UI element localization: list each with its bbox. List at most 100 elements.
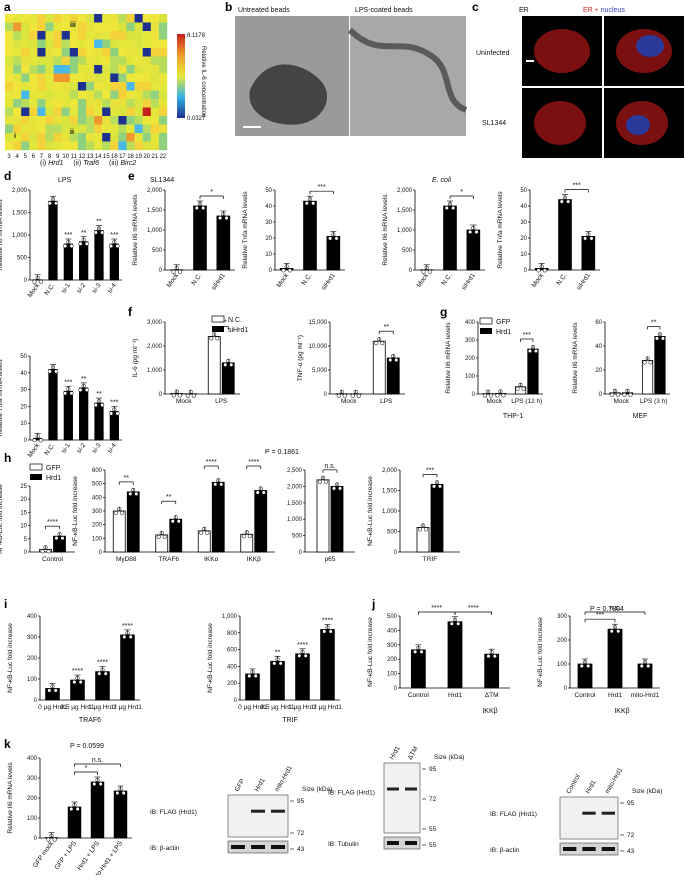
category-label: IKKβ	[247, 556, 261, 563]
bar	[296, 654, 310, 700]
heatmap-cell	[78, 142, 86, 151]
blot-size-label: 72	[627, 832, 635, 839]
blot-band	[602, 812, 615, 815]
data-point	[215, 337, 219, 341]
y-tick-label: 400	[227, 664, 238, 670]
data-point	[388, 358, 392, 362]
legend-label-hrd1: Hrd1	[46, 475, 61, 482]
heatmap-cell	[46, 133, 54, 142]
y-tick-label: 200	[465, 356, 476, 362]
bar	[49, 369, 57, 440]
category-label: Mock	[416, 272, 431, 289]
heatmap-cell	[151, 74, 159, 83]
heatmap-cell	[5, 31, 13, 40]
heatmap-cell	[151, 14, 159, 23]
y-tick-label: 15,000	[309, 320, 328, 326]
heatmap-cell	[70, 40, 78, 49]
data-point	[199, 531, 203, 535]
heatmap-tick: 22	[160, 154, 167, 160]
data-point	[643, 361, 647, 365]
y-tick-label: 40	[20, 371, 27, 377]
y-tick-label: 0	[159, 268, 163, 274]
y-tick-label: 600	[92, 468, 103, 474]
heatmap-cell	[94, 65, 102, 74]
heatmap-cell	[135, 31, 143, 40]
blot-lane-label: mito-Hrd1	[604, 766, 625, 795]
category-label: LPS (3 h)	[640, 398, 667, 405]
significance-label: ***	[64, 232, 72, 239]
heatmap-cell	[29, 142, 37, 151]
data-point	[70, 807, 74, 811]
heatmap-cell	[70, 91, 78, 100]
heatmap-cell	[118, 65, 126, 74]
blot-row-label: IB: β-actin	[490, 847, 520, 854]
heatmap-cell	[159, 65, 167, 74]
heatmap-cell	[62, 116, 70, 125]
heatmap-cell	[78, 116, 86, 125]
heatmap-cell	[159, 82, 167, 91]
heatmap-cell	[78, 74, 86, 83]
y-axis-label: NF-κB-Luc fold increase	[367, 617, 374, 687]
panel-label-b: b	[225, 0, 232, 14]
significance-label: ***	[318, 184, 326, 191]
blot-size-label: 43	[297, 846, 305, 853]
legend-label-sihrd1: siHrd1	[228, 327, 248, 334]
y-axis-label: Relative Il6 mRNA levels	[7, 762, 14, 834]
heatmap-cell	[159, 133, 167, 142]
y-tick-label: 300	[465, 338, 476, 344]
blot-band	[405, 788, 417, 791]
data-point	[128, 492, 132, 496]
confocal-col-er-nucleus: ER + nucleus	[583, 7, 625, 14]
heatmap-cell	[13, 125, 21, 134]
data-point	[79, 388, 83, 392]
significance-label: ***	[64, 379, 72, 386]
heatmap-cell	[118, 74, 126, 83]
heatmap-cell	[118, 48, 126, 57]
y-axis-label: Relative Il6 mRNA levels	[0, 199, 4, 271]
heatmap-cell	[13, 23, 21, 32]
heatmap-cell	[127, 125, 135, 134]
bar	[321, 629, 335, 700]
heatmap-cell	[110, 65, 118, 74]
blot-size-title: Size (kDa)	[632, 788, 662, 795]
heatmap-cell	[94, 91, 102, 100]
heatmap-cell	[29, 108, 37, 117]
heatmap-cell	[86, 57, 94, 66]
y-axis-label: NF-κB-Luc fold increase	[72, 476, 79, 546]
colorbar-title: Relative IL-6 concentration	[200, 46, 206, 117]
heatmap-cell	[54, 57, 62, 66]
heatmap-cell	[62, 82, 70, 91]
bar	[582, 236, 595, 270]
heatmap-cell	[70, 48, 78, 57]
data-point	[418, 528, 422, 532]
significance-label: ****	[47, 519, 58, 526]
panel-label-f: f	[128, 305, 133, 319]
y-tick-label: 200	[387, 657, 398, 663]
heatmap-cell	[37, 99, 45, 108]
category-label: Mock	[27, 282, 42, 299]
heatmap-cell	[118, 125, 126, 134]
heatmap-cell	[135, 40, 143, 49]
heatmap-cell	[70, 116, 78, 125]
y-tick-label: 500	[402, 248, 413, 254]
heatmap-cell	[102, 74, 110, 83]
heatmap-cell	[78, 40, 86, 49]
heatmap-cell	[21, 82, 29, 91]
heatmap-cell	[29, 82, 37, 91]
data-point	[114, 511, 118, 515]
heatmap-cell	[37, 116, 45, 125]
data-point	[475, 230, 479, 234]
y-tick-label: 15	[20, 510, 27, 516]
heatmap-cell	[46, 31, 54, 40]
y-tick-label: 500	[387, 530, 398, 536]
data-point	[489, 394, 493, 398]
heatmap-cell	[151, 40, 159, 49]
y-tick-label: 100	[557, 662, 568, 668]
blot-row-label: IB: FLAG (Hrd1)	[150, 809, 197, 816]
heatmap-cell	[94, 57, 102, 66]
heatmap-cell	[143, 40, 151, 49]
legend-g: GFP Hrd1	[480, 318, 511, 336]
blot-loading-band	[563, 847, 576, 851]
